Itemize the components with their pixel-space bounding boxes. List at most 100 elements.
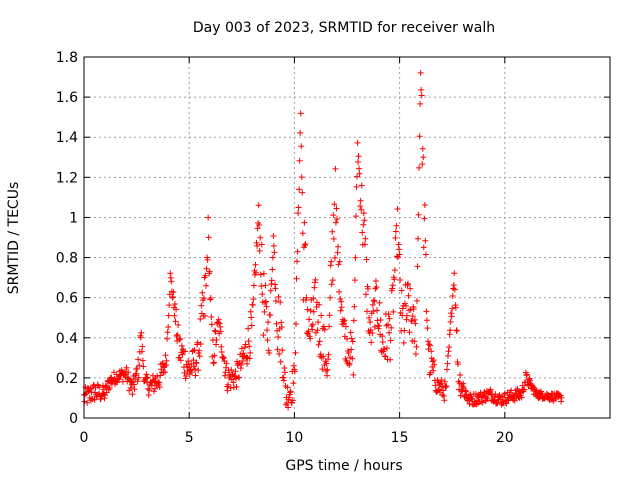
data-point	[167, 270, 174, 277]
data-point	[284, 384, 291, 391]
data-point	[268, 277, 275, 284]
data-point	[370, 297, 377, 304]
data-point	[422, 251, 429, 258]
data-point	[352, 213, 359, 220]
data-point	[138, 329, 145, 336]
data-point	[227, 385, 234, 392]
data-point	[239, 358, 246, 365]
data-point	[159, 360, 166, 367]
data-point	[196, 347, 203, 354]
data-point	[230, 384, 237, 391]
data-point	[415, 235, 422, 242]
data-point	[320, 353, 327, 360]
data-point	[237, 365, 244, 372]
data-point	[406, 307, 413, 314]
data-point	[281, 364, 288, 371]
data-point	[403, 316, 410, 323]
data-point	[143, 371, 150, 378]
data-point	[445, 348, 452, 355]
data-point	[138, 348, 145, 355]
data-point	[238, 345, 245, 352]
data-point	[307, 307, 314, 314]
data-point	[375, 325, 382, 332]
data-point	[337, 295, 344, 302]
data-point	[318, 354, 325, 361]
data-point	[447, 318, 454, 325]
data-point	[518, 394, 525, 401]
data-point	[247, 349, 254, 356]
data-point	[411, 316, 418, 323]
data-point	[305, 328, 312, 335]
data-point	[519, 382, 526, 389]
data-point	[208, 321, 215, 328]
data-point	[205, 214, 212, 221]
data-point	[389, 282, 396, 289]
data-point	[417, 100, 424, 107]
data-point	[217, 323, 224, 330]
data-point	[391, 276, 398, 283]
data-point	[399, 305, 406, 312]
data-point	[428, 348, 435, 355]
data-point	[347, 329, 354, 336]
data-point	[107, 375, 114, 382]
data-point	[129, 391, 136, 398]
data-point	[252, 261, 259, 268]
data-point	[396, 251, 403, 258]
plot-frame	[83, 56, 611, 419]
data-point	[324, 366, 331, 373]
data-point	[403, 312, 410, 319]
data-point	[139, 343, 146, 350]
data-point	[480, 393, 487, 400]
data-point	[448, 313, 455, 320]
data-point	[281, 369, 288, 376]
data-point	[334, 249, 341, 256]
data-point	[355, 158, 362, 165]
data-point	[299, 189, 306, 196]
data-point	[225, 381, 232, 388]
data-point	[197, 316, 204, 323]
data-point	[377, 316, 384, 323]
data-point	[425, 338, 432, 345]
data-point	[165, 312, 172, 319]
data-point	[170, 289, 177, 296]
data-point	[203, 265, 210, 272]
data-point	[163, 361, 170, 368]
data-point	[363, 256, 370, 263]
data-point	[440, 392, 447, 399]
data-point	[323, 360, 330, 367]
data-point	[357, 197, 364, 204]
data-point	[418, 86, 425, 93]
data-point	[271, 249, 278, 256]
data-point	[340, 320, 347, 327]
data-point	[280, 377, 287, 384]
data-point	[245, 325, 252, 332]
data-point	[457, 372, 464, 379]
data-point	[453, 327, 460, 334]
data-point	[410, 306, 417, 313]
data-point	[208, 313, 215, 320]
data-point	[316, 338, 323, 345]
data-point	[220, 355, 227, 362]
data-point	[329, 277, 336, 284]
data-point	[352, 254, 359, 261]
data-point	[182, 375, 189, 382]
data-point	[123, 364, 130, 371]
data-point	[423, 317, 430, 324]
data-point	[135, 356, 142, 363]
data-point	[449, 293, 456, 300]
data-point	[301, 242, 308, 249]
data-point	[302, 241, 309, 248]
y-tick-label: 1.8	[56, 50, 78, 66]
axes: 0 0.2 0.4 0.6 0.8 1 1.2 1.4 1.6 1.8 0 5 10 15 20	[56, 50, 611, 446]
data-point	[319, 366, 326, 373]
data-point	[167, 274, 174, 281]
data-point	[348, 335, 355, 342]
data-point	[193, 360, 200, 367]
data-point	[274, 346, 281, 353]
data-point	[133, 370, 140, 377]
data-point	[87, 385, 94, 392]
data-point	[392, 228, 399, 235]
data-point	[279, 347, 286, 354]
data-point	[287, 389, 294, 396]
data-point	[444, 352, 451, 359]
